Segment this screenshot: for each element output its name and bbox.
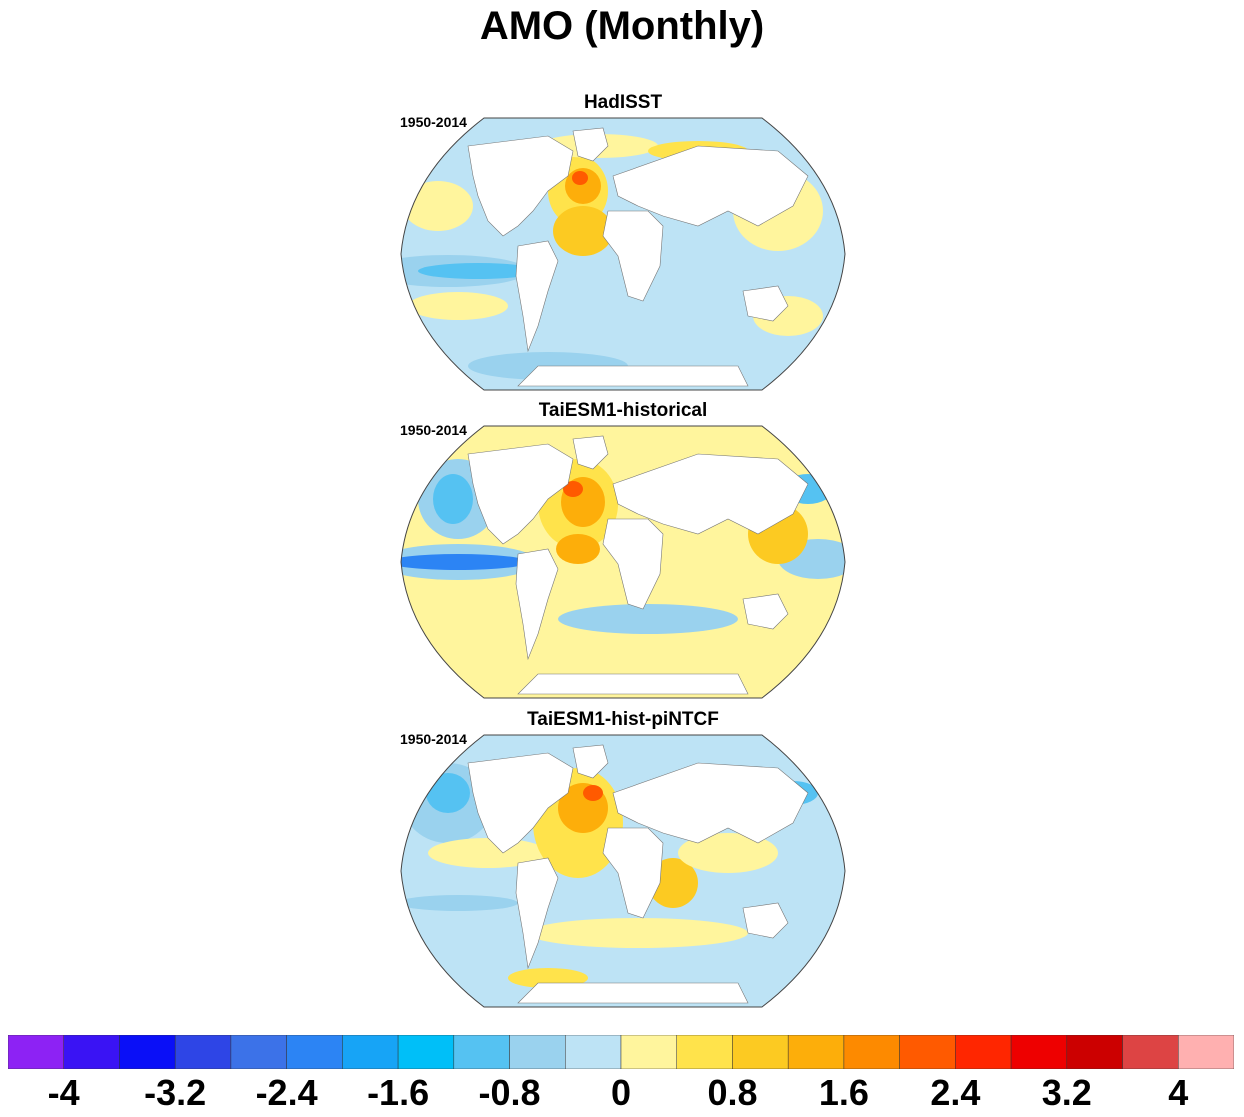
colorbar-swatch [565,1035,622,1069]
colorbar-swatch [397,1035,455,1069]
colorbar-swatch [119,1035,176,1069]
colorbar-swatch [1066,1035,1123,1069]
colorbar-tick-label: -2.4 [255,1072,318,1113]
map-border [400,117,846,391]
anomaly-region [401,895,518,911]
anomaly-region [678,833,778,873]
colorbar-swatch [843,1035,900,1069]
anomaly-region [418,263,538,279]
colorbar-swatch [676,1035,733,1069]
anomaly-region [528,918,748,948]
colorbar [8,1035,1234,1069]
colorbar-swatch [174,1035,232,1069]
anomaly-region [401,554,528,570]
anomaly-region [408,292,508,320]
panel-period: 1950-2014 [400,422,467,438]
colorbar-swatch [63,1035,120,1069]
colorbar-swatch [732,1035,789,1069]
colorbar-tick-label: -0.8 [478,1072,541,1113]
anomaly-region [558,604,738,634]
anomaly-region [553,206,613,256]
land [467,435,809,695]
land [467,744,809,1004]
colorbar-swatch [1010,1035,1068,1069]
colorbar-swatch [955,1035,1012,1069]
colorbar-tick-label: 0.8 [707,1072,758,1113]
anomaly-region [433,474,473,524]
map-border [400,734,846,1008]
colorbar-swatch [230,1035,287,1069]
colorbar-swatch [1122,1035,1179,1069]
colorbar-swatch [509,1035,566,1069]
colorbar-tick-label: 2.4 [930,1072,981,1113]
figure-title: AMO (Monthly) [479,4,765,48]
anomaly-region [428,838,548,868]
anomaly-region [426,773,470,813]
panel-title: TaiESM1-historical [538,400,708,421]
panel-title: TaiESM1-hist-piNTCF [527,709,719,730]
panel-period: 1950-2014 [400,731,467,747]
world-map [400,734,846,1008]
map-panel-hadisst: HadISST 1950-2014 [398,92,848,392]
land [467,127,809,387]
anomaly-region [572,171,588,185]
colorbar-tick-label: 4 [1168,1072,1189,1113]
map-panel-taiesm1-hist-pintcf: TaiESM1-hist-piNTCF 1950-2014 [398,709,848,1009]
colorbar-tick-label: 1.6 [818,1072,869,1113]
world-map [400,117,846,391]
colorbar-tick-label: -4 [47,1072,80,1113]
colorbar-swatch [453,1035,510,1069]
colorbar-tick-label: 3.2 [1041,1072,1092,1113]
world-map [400,425,846,699]
panel-period: 1950-2014 [400,114,467,130]
anomaly-region [403,181,473,231]
map-panel-taiesm1-historical: TaiESM1-historical 1950-2014 [398,400,848,700]
colorbar-swatch [787,1035,845,1069]
colorbar-tick-label: -3.2 [144,1072,207,1113]
anomaly-region [563,481,583,497]
colorbar-swatch [620,1035,677,1069]
colorbar-swatch [899,1035,956,1069]
anomaly-region [583,785,603,801]
colorbar-swatch [342,1035,399,1069]
colorbar-swatch [286,1035,343,1069]
colorbar-tick-label: 0 [610,1072,632,1113]
panel-title: HadISST [583,92,663,113]
colorbar-swatch [1178,1035,1234,1069]
map-border [400,425,846,699]
colorbar-tick-label: -1.6 [367,1072,430,1113]
colorbar-swatch [8,1035,64,1069]
anomaly-region [556,534,600,564]
